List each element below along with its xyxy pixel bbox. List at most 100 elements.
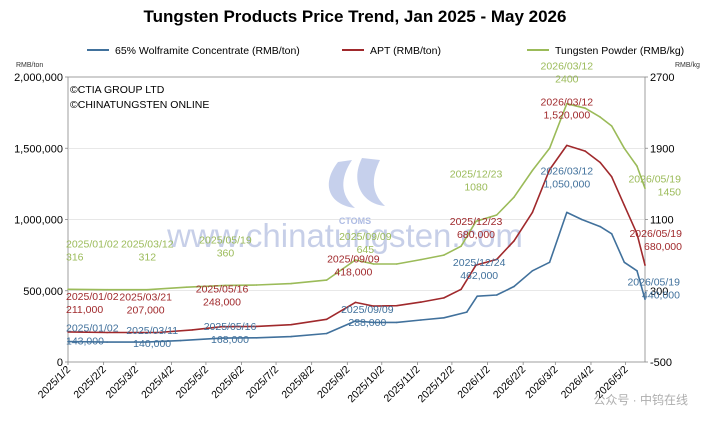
annotation-date: 2026/05/19: [627, 276, 680, 288]
data-point: [420, 319, 422, 321]
data-point: [513, 196, 515, 198]
annotation-value: 1,050,000: [543, 178, 590, 190]
left-tick-label: 2,000,000: [14, 72, 63, 84]
data-point: [67, 331, 69, 333]
annotation-value: 143,000: [66, 336, 104, 348]
data-point: [67, 288, 69, 291]
annotation-value: 680,000: [457, 229, 495, 241]
data-point: [475, 264, 477, 266]
annotation-value: 312: [139, 252, 157, 264]
data-point: [106, 288, 108, 291]
annotation-value: 248,000: [203, 297, 241, 309]
data-point: [354, 259, 357, 261]
data-point: [443, 317, 445, 319]
logo-text: CTOMS: [339, 216, 371, 226]
annotation-date: 2025/03/21: [119, 292, 172, 304]
data-point: [106, 341, 108, 343]
data-point: [531, 270, 534, 272]
data-point: [495, 294, 498, 296]
annotation-value: 211,000: [66, 304, 103, 316]
data-point: [179, 339, 182, 342]
data-point: [325, 332, 328, 335]
data-point: [325, 318, 328, 321]
data-point: [221, 337, 223, 339]
data-point: [531, 211, 534, 214]
data-point: [495, 258, 498, 261]
annotation-value: 1080: [464, 181, 488, 193]
data-point: [531, 169, 534, 172]
data-point: [395, 321, 398, 324]
data-point: [599, 225, 601, 228]
annotation-date: 2025/03/12: [121, 239, 174, 251]
right-tick-label: -500: [650, 357, 672, 369]
annotation-value: 140,000: [133, 338, 171, 350]
data-point: [156, 331, 159, 334]
annotation-date: 2026/03/12: [541, 96, 594, 108]
data-point: [395, 304, 398, 307]
data-point: [325, 279, 328, 281]
left-axis-unit: RMB/ton: [16, 62, 43, 69]
data-point: [443, 297, 445, 299]
series-points-0: [67, 211, 646, 343]
data-point: [475, 220, 477, 223]
data-point: [372, 305, 375, 307]
data-point: [495, 214, 498, 216]
data-point: [610, 233, 613, 235]
ctoms-logo: CTOMS: [328, 158, 385, 226]
data-point: [146, 288, 149, 291]
annotation-value: 1450: [658, 186, 682, 198]
data-point: [581, 218, 583, 221]
watermark-text: www.chinatungsten.com: [166, 217, 523, 254]
series-line-2: [67, 102, 646, 291]
annotation-date: 2026/03/12: [541, 61, 594, 73]
data-point: [644, 187, 646, 190]
copyright-line-1: ©CTIA GROUP LTD: [70, 84, 165, 96]
data-point: [290, 335, 292, 338]
legend-label-1: APT (RMB/ton): [370, 45, 441, 57]
right-axis-unit: RMB/kg: [675, 62, 700, 69]
legend: 65% Wolframite Concentrate (RMB/ton) APT …: [87, 45, 684, 57]
series-line-1: [67, 144, 646, 334]
annotation-value: 288,000: [348, 317, 386, 329]
chart-title: Tungsten Products Price Trend, Jan 2025 …: [144, 7, 567, 26]
legend-label-2: Tungsten Powder (RMB/kg): [555, 45, 684, 57]
data-point: [623, 204, 626, 207]
data-point: [255, 337, 258, 339]
data-point: [610, 125, 613, 127]
data-point: [548, 261, 551, 264]
left-tick-label: 1,500,000: [14, 143, 63, 155]
annotation-date: 2025/12/23: [450, 168, 503, 180]
data-point: [584, 107, 586, 109]
data-point: [610, 176, 613, 178]
copyright-line-2: ©CHINATUNGSTEN ONLINE: [70, 99, 209, 111]
annotation-value: 2400: [555, 74, 579, 86]
annotation-date: 2025/05/16: [196, 284, 249, 296]
annotation-value: 316: [66, 251, 84, 263]
data-point: [466, 311, 468, 313]
annotation-date: 2026/05/19: [629, 228, 682, 240]
annotation-date: 2025/09/09: [327, 253, 380, 265]
data-point: [145, 341, 147, 343]
series-line-0: [67, 211, 646, 343]
annotation-value: 680,000: [644, 241, 682, 253]
data-point: [566, 102, 568, 105]
data-point: [513, 240, 515, 242]
data-point: [636, 270, 638, 272]
data-point: [372, 321, 375, 324]
data-point: [599, 161, 601, 164]
data-point: [354, 320, 357, 322]
annotation-value: 418,000: [334, 266, 372, 278]
annotation-date: 2026/03/12: [541, 165, 594, 177]
annotation-date: 2025/05/16: [204, 321, 257, 333]
data-point: [221, 325, 223, 328]
